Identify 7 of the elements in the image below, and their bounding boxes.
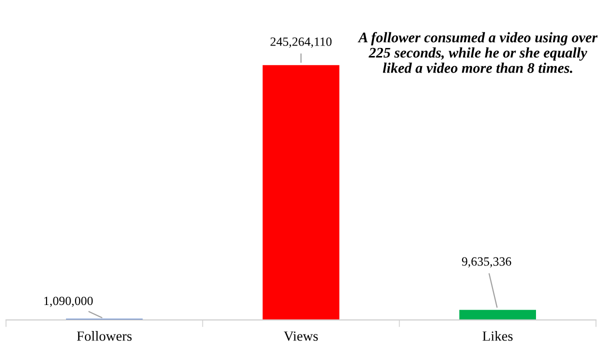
annotation: A follower consumed a video using over 225 seconds, while he or she equally liked a video more than 8 times.: [358, 32, 598, 74]
x-tick-label: Views: [284, 331, 318, 341]
data-label: 1,090,000: [44, 296, 93, 307]
x-tick-label: Likes: [482, 331, 513, 341]
data-label: 9,635,336: [462, 257, 512, 268]
data-label: 245,264,110: [270, 37, 332, 48]
x-tick-label: Followers: [76, 331, 132, 341]
